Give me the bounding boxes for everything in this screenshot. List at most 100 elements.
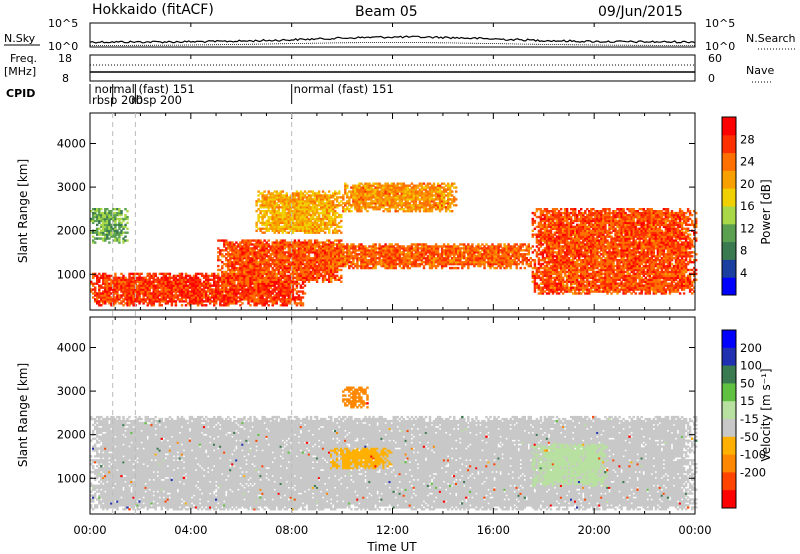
range-cell — [457, 245, 459, 247]
range-cell — [288, 196, 290, 198]
range-cell — [203, 300, 205, 302]
range-cell — [312, 198, 314, 200]
range-cell — [312, 257, 314, 259]
range-cell — [120, 210, 122, 212]
range-cell — [288, 275, 290, 277]
range-cell — [286, 192, 288, 194]
range-cell — [397, 183, 399, 185]
range-cell — [167, 277, 169, 279]
range-cell — [96, 224, 98, 226]
range-cell — [340, 269, 342, 271]
range-cell — [346, 185, 348, 187]
range-cell — [455, 198, 457, 200]
range-cell — [481, 253, 483, 255]
range-cell — [336, 239, 338, 241]
range-cell — [217, 273, 219, 275]
range-cell — [421, 243, 423, 245]
range-cell — [304, 285, 306, 287]
cpid-label: CPID — [6, 87, 35, 100]
beam-label: Beam 05 — [355, 4, 418, 20]
range-cell — [397, 210, 399, 212]
radar-title: Hokkaido (fitACF) — [92, 2, 214, 18]
range-cell — [493, 245, 495, 247]
range-cell — [263, 239, 265, 241]
range-cell — [421, 183, 423, 185]
range-cell — [118, 277, 120, 279]
range-cell — [268, 304, 270, 306]
range-cell — [445, 200, 447, 202]
range-cell — [481, 247, 483, 249]
range-cell — [318, 190, 320, 192]
range-cell — [409, 267, 411, 269]
range-cell — [179, 298, 181, 300]
cpid-entry: rbsp 200 — [131, 93, 182, 107]
range-cell — [340, 214, 342, 216]
range-cell — [340, 232, 342, 234]
range-cell — [227, 259, 229, 261]
range-cell — [118, 302, 120, 304]
range-cell — [263, 210, 265, 212]
range-cell — [372, 188, 374, 190]
range-cell — [360, 186, 362, 188]
nave-label: Nave — [746, 64, 774, 77]
range-cell — [276, 202, 278, 204]
range-cell — [302, 296, 304, 298]
noise-sky-label: N.Sky — [4, 32, 36, 45]
range-cell — [445, 185, 447, 187]
range-cell — [300, 241, 302, 243]
range-cell — [239, 241, 241, 243]
range-cell — [169, 273, 171, 275]
range-cell — [199, 279, 201, 281]
range-cell — [324, 241, 326, 243]
range-cell — [126, 216, 128, 218]
range-cell — [96, 214, 98, 216]
range-cell — [397, 263, 399, 265]
range-cell — [340, 281, 342, 283]
range-cell — [181, 273, 183, 275]
range-cell — [217, 265, 219, 267]
nave-tick-top: 60 — [708, 52, 722, 65]
range-cell — [155, 273, 157, 275]
range-cell — [455, 190, 457, 192]
range-cell — [126, 222, 128, 224]
range-cell — [312, 243, 314, 245]
range-cell — [453, 183, 455, 185]
range-cell — [263, 194, 265, 196]
range-cell — [130, 277, 132, 279]
range-cell — [360, 206, 362, 208]
range-cell — [276, 190, 278, 192]
range-cell — [312, 190, 314, 192]
range-cell — [304, 292, 306, 294]
range-cell — [372, 243, 374, 245]
range-cell — [421, 202, 423, 204]
range-cell — [348, 208, 350, 210]
range-cell — [118, 294, 120, 296]
range-cell — [239, 292, 241, 294]
range-cell — [302, 302, 304, 304]
range-cell — [203, 281, 205, 283]
range-cell — [384, 243, 386, 245]
range-cell — [100, 208, 102, 210]
range-cell — [324, 192, 326, 194]
range-cell — [433, 198, 435, 200]
range-cell — [94, 287, 96, 289]
power-data — [90, 183, 697, 307]
range-cell — [276, 239, 278, 241]
range-cell — [106, 275, 108, 277]
range-cell — [167, 300, 169, 302]
range-cell — [96, 237, 98, 239]
range-cell — [126, 228, 128, 230]
range-cell — [374, 243, 376, 245]
range-cell — [481, 243, 483, 245]
range-cell — [409, 188, 411, 190]
range-cell — [300, 290, 302, 292]
range-cell — [360, 183, 362, 185]
range-cell — [227, 251, 229, 253]
range-cell — [191, 277, 193, 279]
range-cell — [179, 273, 181, 275]
range-cell — [348, 190, 350, 192]
range-cell — [215, 275, 217, 277]
range-cell — [336, 224, 338, 226]
noise-search-label: N.Search — [746, 32, 796, 45]
